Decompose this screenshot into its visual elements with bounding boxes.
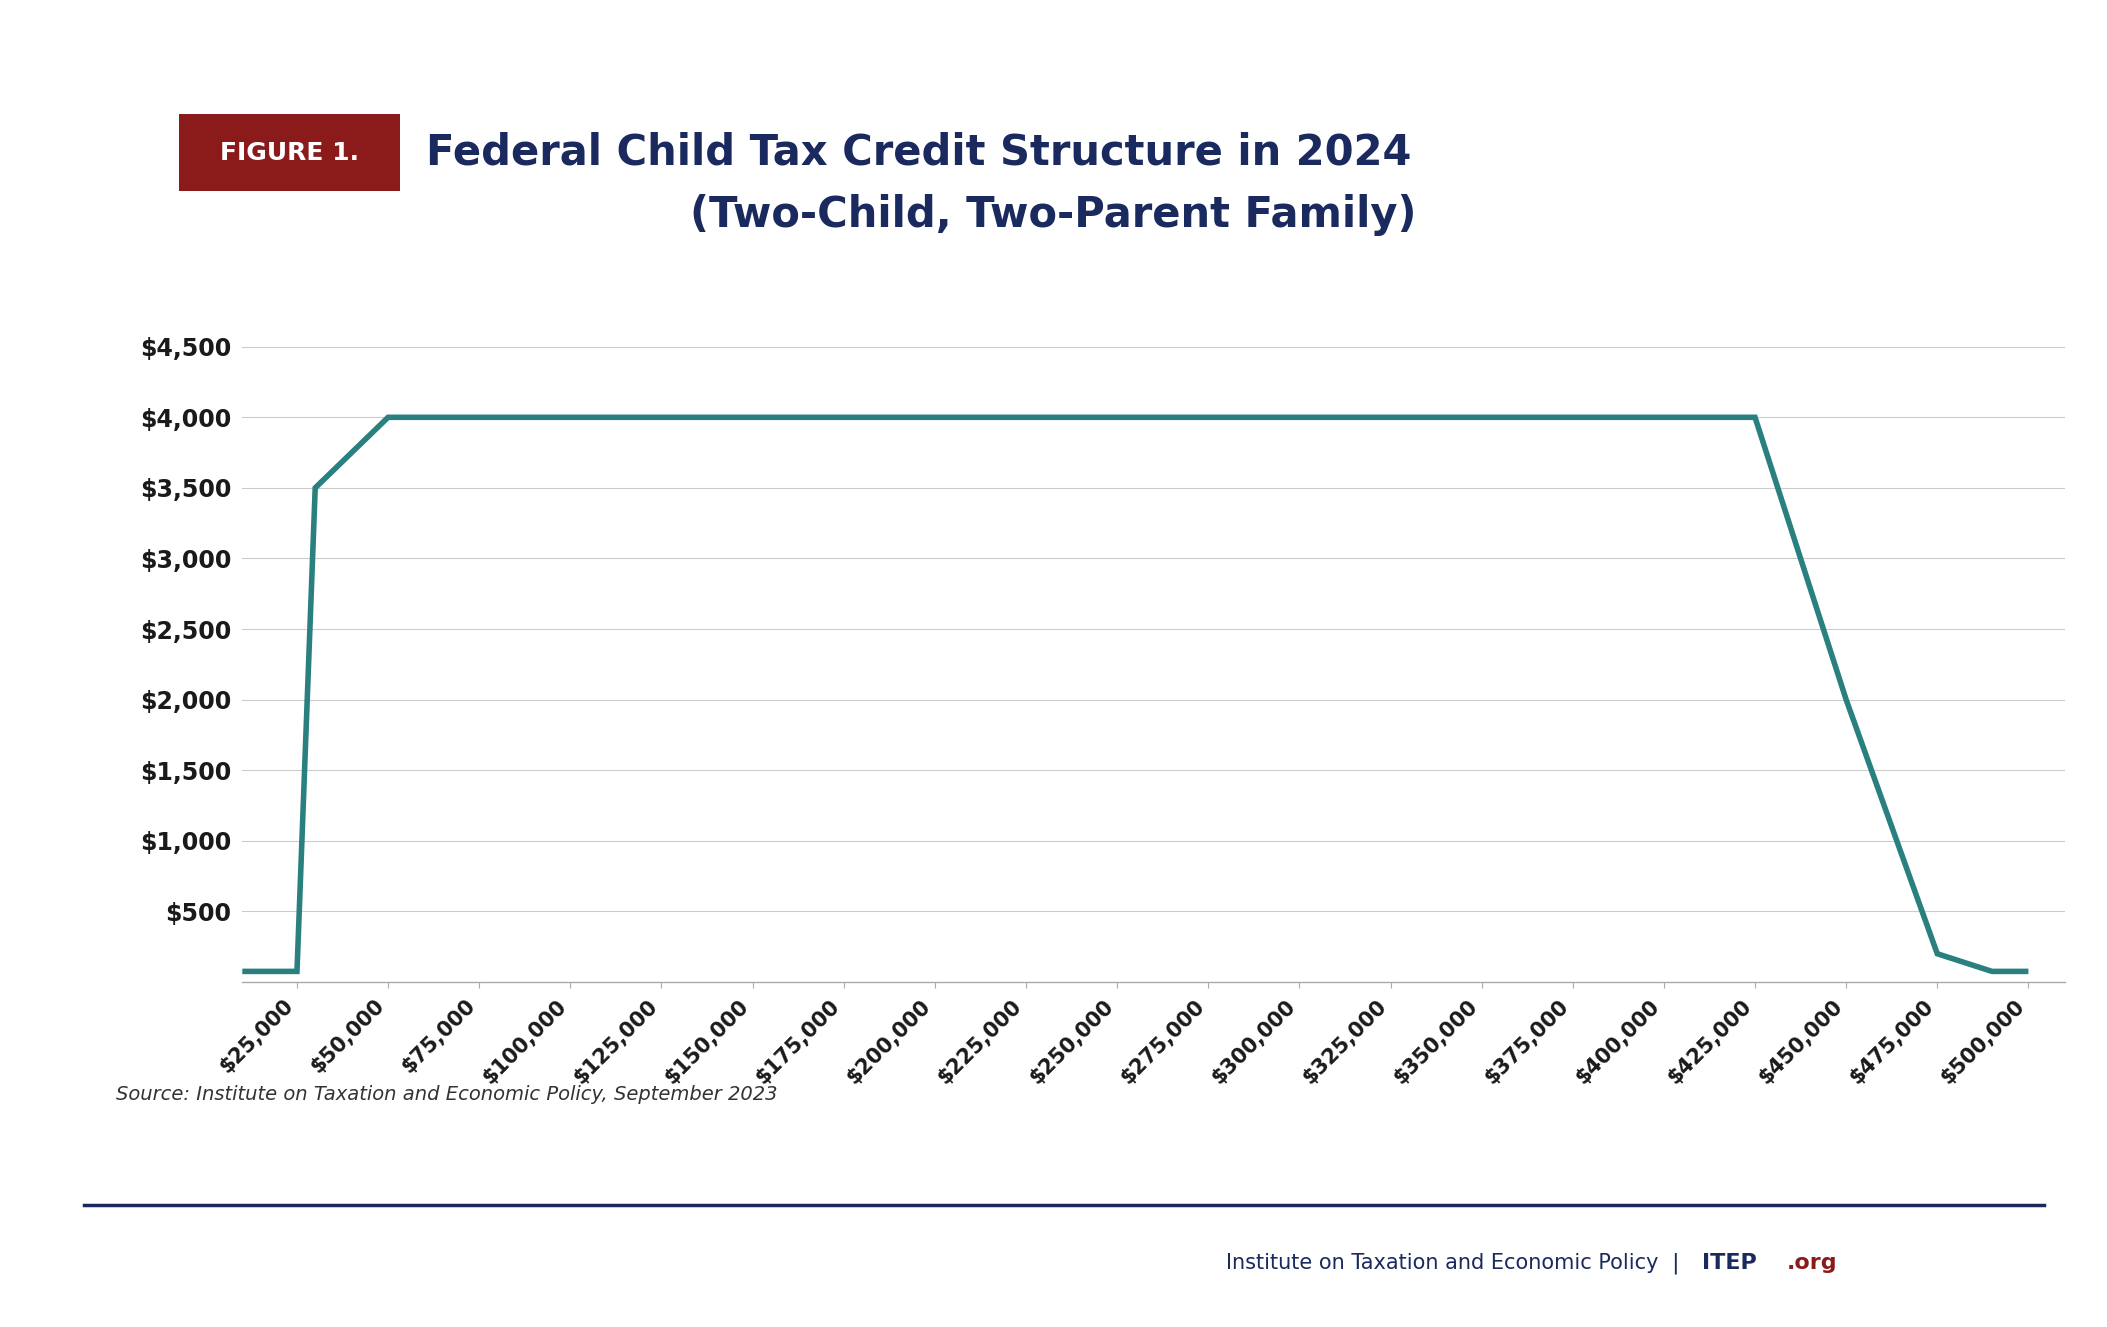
Text: Federal Child Tax Credit Structure in 2024: Federal Child Tax Credit Structure in 20… [426,131,1412,174]
Text: Institute on Taxation and Economic Policy: Institute on Taxation and Economic Polic… [1226,1253,1658,1274]
FancyBboxPatch shape [171,111,409,194]
Text: |: | [1671,1253,1679,1274]
Text: .org: .org [1787,1253,1837,1274]
Text: FIGURE 1.: FIGURE 1. [221,141,358,165]
Text: Source: Institute on Taxation and Economic Policy, September 2023: Source: Institute on Taxation and Econom… [116,1085,777,1104]
Text: ITEP: ITEP [1702,1253,1757,1274]
Text: (Two-Child, Two-Parent Family): (Two-Child, Two-Parent Family) [691,194,1416,236]
